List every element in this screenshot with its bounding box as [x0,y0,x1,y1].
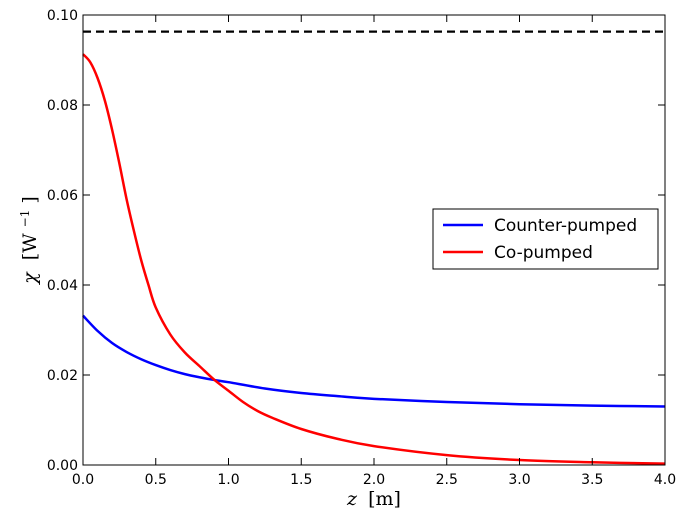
y-tick-label: 0.00 [47,458,78,474]
y-tick-label: 0.06 [47,188,78,204]
legend-label-counter-pumped: Counter-pumped [494,216,637,236]
series-line-counter-pumped [82,314,666,408]
legend-box [432,208,659,270]
legend: Counter-pumped Co-pumped [432,208,659,270]
x-axis-unit: [m] [368,488,401,510]
x-axis-label: z [m] [346,488,401,510]
x-axis-variable: z [346,488,358,510]
x-tick-label: 1.0 [217,472,239,488]
y-tick-label: 0.10 [47,8,78,24]
y-tick-label: 0.04 [47,278,78,294]
y-axis-variable: χ [19,271,41,286]
y-axis-unit-open: [W [19,233,41,260]
y-axis-unit-exponent: −1 [18,210,32,228]
x-tick-label: 0.5 [145,472,167,488]
y-tick-label: 0.08 [47,98,78,114]
x-tick-label: 0.0 [72,472,94,488]
ticks-layer: 0.0 0.5 1.0 1.5 2.0 2.5 3.0 3.5 4.0 0.00 0.02 0.04 0… [47,8,676,488]
y-axis-label: χ [W −1 ] [12,196,41,286]
y-axis-unit-close: ] [19,196,41,203]
series-layer [82,53,666,465]
x-tick-label: 3.0 [508,472,530,488]
x-tick-label: 2.0 [363,472,385,488]
y-tick-label: 0.02 [47,368,78,384]
x-tick-label: 1.5 [290,472,312,488]
x-tick-label: 2.5 [436,472,458,488]
x-tick-label: 4.0 [654,472,676,488]
x-tick-label: 3.5 [581,472,603,488]
series-line-co-pumped [82,53,666,465]
legend-label-co-pumped: Co-pumped [494,243,593,263]
